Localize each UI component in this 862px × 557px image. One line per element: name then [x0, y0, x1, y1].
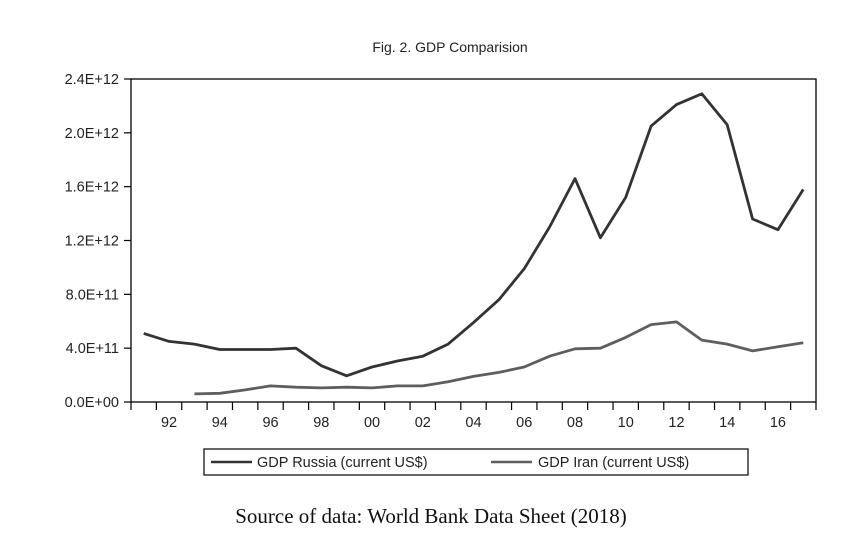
data-point-iran-2008: [574, 348, 576, 350]
data-point-iran-1999: [345, 386, 347, 388]
data-point-iran-1995: [244, 389, 246, 391]
data-point-iran-2009: [599, 347, 601, 349]
legend: GDP Russia (current US$) GDP Iran (curre…: [203, 448, 749, 476]
data-point-russia-2012: [675, 103, 677, 105]
chart-title: Fig. 2. GDP Comparision: [372, 39, 527, 55]
x-tick-label: 06: [516, 415, 532, 431]
y-tick-label: 2.4E+12: [65, 72, 119, 88]
data-point-russia-1998: [320, 364, 322, 366]
source-caption: Source of data: World Bank Data Sheet (2…: [235, 504, 627, 528]
data-point-iran-2000: [371, 387, 373, 389]
legend-box: [203, 448, 749, 476]
plot-frame: [130, 78, 817, 403]
x-tick-label: 00: [364, 415, 380, 431]
series-line-russia: [143, 92, 805, 378]
gdp-line-chart: Fig. 2. GDP Comparision 0.0E+00 4.0E+11 8.…: [65, 39, 817, 476]
data-point-russia-1991: [142, 332, 144, 334]
data-point-russia-2001: [396, 360, 398, 362]
data-point-iran-2014: [726, 343, 728, 345]
data-point-iran-2005: [498, 371, 500, 373]
legend-label-russia: GDP Russia (current US$): [257, 455, 428, 471]
x-tick-label: 14: [719, 415, 735, 431]
x-tick-label: 96: [262, 415, 278, 431]
data-point-iran-2010: [625, 336, 627, 338]
y-axis: 0.0E+00 4.0E+11 8.0E+11 1.2E+12 1.6E+12 2.0E+…: [65, 72, 131, 411]
data-point-russia-1996: [269, 348, 271, 350]
data-point-russia-1992: [168, 340, 170, 342]
data-point-iran-1998: [320, 387, 322, 389]
data-point-russia-2017: [802, 188, 804, 190]
x-tick-label: 08: [567, 415, 583, 431]
data-point-russia-2004: [472, 321, 474, 323]
y-tick-label: 0.0E+00: [65, 395, 119, 411]
data-point-russia-2011: [650, 125, 652, 127]
data-point-russia-2002: [422, 355, 424, 357]
data-point-iran-2003: [447, 381, 449, 383]
data-point-iran-2011: [650, 323, 652, 325]
legend-label-iran: GDP Iran (current US$): [538, 455, 689, 471]
data-point-russia-2013: [701, 93, 703, 95]
data-point-russia-2000: [371, 366, 373, 368]
x-tick-label: 04: [465, 415, 481, 431]
x-tick-label: 16: [770, 415, 786, 431]
data-point-russia-2014: [726, 124, 728, 126]
data-point-russia-1999: [345, 375, 347, 377]
data-point-russia-1993: [193, 343, 195, 345]
data-point-iran-1997: [295, 386, 297, 388]
x-tick-label: 98: [313, 415, 329, 431]
y-tick-label: 2.0E+12: [65, 126, 119, 142]
data-point-russia-2010: [625, 196, 627, 198]
data-point-russia-2003: [447, 343, 449, 345]
data-point-russia-2008: [574, 177, 576, 179]
data-point-iran-2016: [777, 346, 779, 348]
data-point-iran-2013: [701, 339, 703, 341]
y-tick-label: 1.2E+12: [65, 234, 119, 250]
data-point-russia-1994: [219, 348, 221, 350]
data-point-iran-2004: [472, 375, 474, 377]
data-point-iran-2015: [751, 350, 753, 352]
data-point-iran-2006: [523, 366, 525, 368]
data-point-russia-1997: [295, 347, 297, 349]
data-point-iran-2007: [548, 355, 550, 357]
data-point-russia-2009: [599, 237, 601, 239]
data-point-russia-1995: [244, 348, 246, 350]
data-point-iran-1993: [193, 393, 195, 395]
data-point-russia-2006: [523, 268, 525, 270]
x-tick-label: 02: [415, 415, 431, 431]
y-tick-label: 4.0E+11: [66, 341, 119, 357]
data-point-russia-2007: [548, 226, 550, 228]
data-point-iran-2002: [422, 385, 424, 387]
x-tick-label: 10: [618, 415, 634, 431]
data-point-iran-1994: [219, 392, 221, 394]
data-point-russia-2016: [777, 229, 779, 231]
x-tick-label: 94: [212, 415, 228, 431]
x-tick-label: 92: [161, 415, 177, 431]
x-axis: 92 94 96 98 00 02 04 06 08 10 12 14 16: [130, 402, 817, 431]
series-line-iran: [194, 320, 804, 396]
series-layer: [142, 92, 805, 396]
data-point-iran-1996: [269, 385, 271, 387]
data-point-iran-2017: [802, 342, 804, 344]
x-tick-label: 12: [668, 415, 684, 431]
y-tick-label: 8.0E+11: [66, 287, 119, 303]
y-tick-label: 1.6E+12: [65, 180, 119, 196]
data-point-iran-2001: [396, 385, 398, 387]
data-point-russia-2015: [751, 218, 753, 220]
data-point-iran-2012: [675, 321, 677, 323]
data-point-russia-2005: [498, 299, 500, 301]
